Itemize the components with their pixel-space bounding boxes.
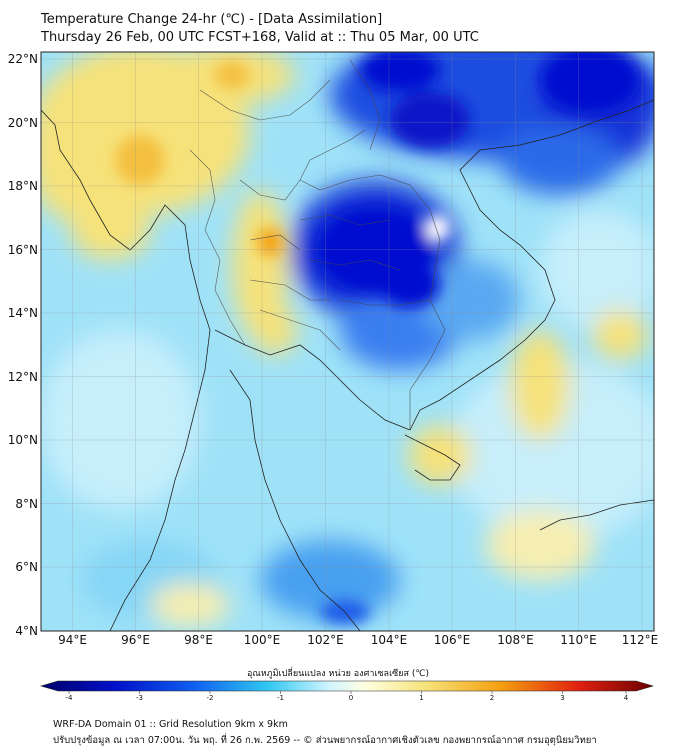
lon-label: 112°E [622, 633, 659, 647]
lon-label: 100°E [244, 633, 281, 647]
lat-label: 16°N [8, 243, 38, 257]
footer-model-info: WRF-DA Domain 01 :: Grid Resolution 9km … [53, 719, 288, 730]
gridlines [41, 52, 654, 631]
lat-label: 10°N [8, 433, 38, 447]
lat-label: 22°N [8, 52, 38, 66]
map-title: Temperature Change 24-hr (℃) - [Data Ass… [41, 12, 383, 27]
lon-label: 94°E [58, 633, 87, 647]
lon-label: 104°E [371, 633, 408, 647]
lon-label: 106°E [434, 633, 471, 647]
colorbar: -4 -3 -2 -1 0 1 2 3 4 [39, 680, 655, 702]
colorbar-tick-label: -2 [207, 694, 214, 702]
colorbar-tick-label: -4 [66, 694, 74, 702]
map-frame [40, 51, 655, 632]
colorbar-tick-label: -1 [277, 694, 284, 702]
borders [189, 59, 446, 430]
colorbar-tick-label: -3 [136, 694, 143, 702]
lat-label: 8°N [15, 497, 38, 511]
colorbar-tick-label: 0 [349, 694, 353, 702]
lat-label: 20°N [8, 116, 38, 130]
lon-label: 98°E [184, 633, 213, 647]
lat-label: 12°N [8, 370, 38, 384]
lon-label: 110°E [560, 633, 597, 647]
lat-label: 18°N [8, 179, 38, 193]
colorbar-ticks [68, 691, 627, 694]
lon-label: 108°E [497, 633, 534, 647]
colorbar-tick-label: 1 [419, 694, 423, 702]
colorbar-tick-label: 4 [624, 694, 629, 702]
temperature-field [41, 52, 654, 631]
lon-label: 102°E [307, 633, 344, 647]
lon-label: 96°E [121, 633, 150, 647]
colorbar-gradient [39, 680, 655, 692]
colorbar-tick-label: 2 [490, 694, 494, 702]
lat-label: 4°N [15, 624, 38, 638]
lat-label: 6°N [15, 560, 38, 574]
lat-label: 14°N [8, 306, 38, 320]
colorbar-tick-label: 3 [560, 694, 564, 702]
map-subtitle: Thursday 26 Feb, 00 UTC FCST+168, Valid … [41, 30, 479, 45]
footer-credit: ปรับปรุงข้อมูล ณ เวลา 07:00น. วัน พฤ. ที… [53, 735, 597, 746]
colorbar-title: อุณหภูมิเปลี่ยนแปลง หน่วย องศาเซลเซียส (… [246, 669, 430, 679]
